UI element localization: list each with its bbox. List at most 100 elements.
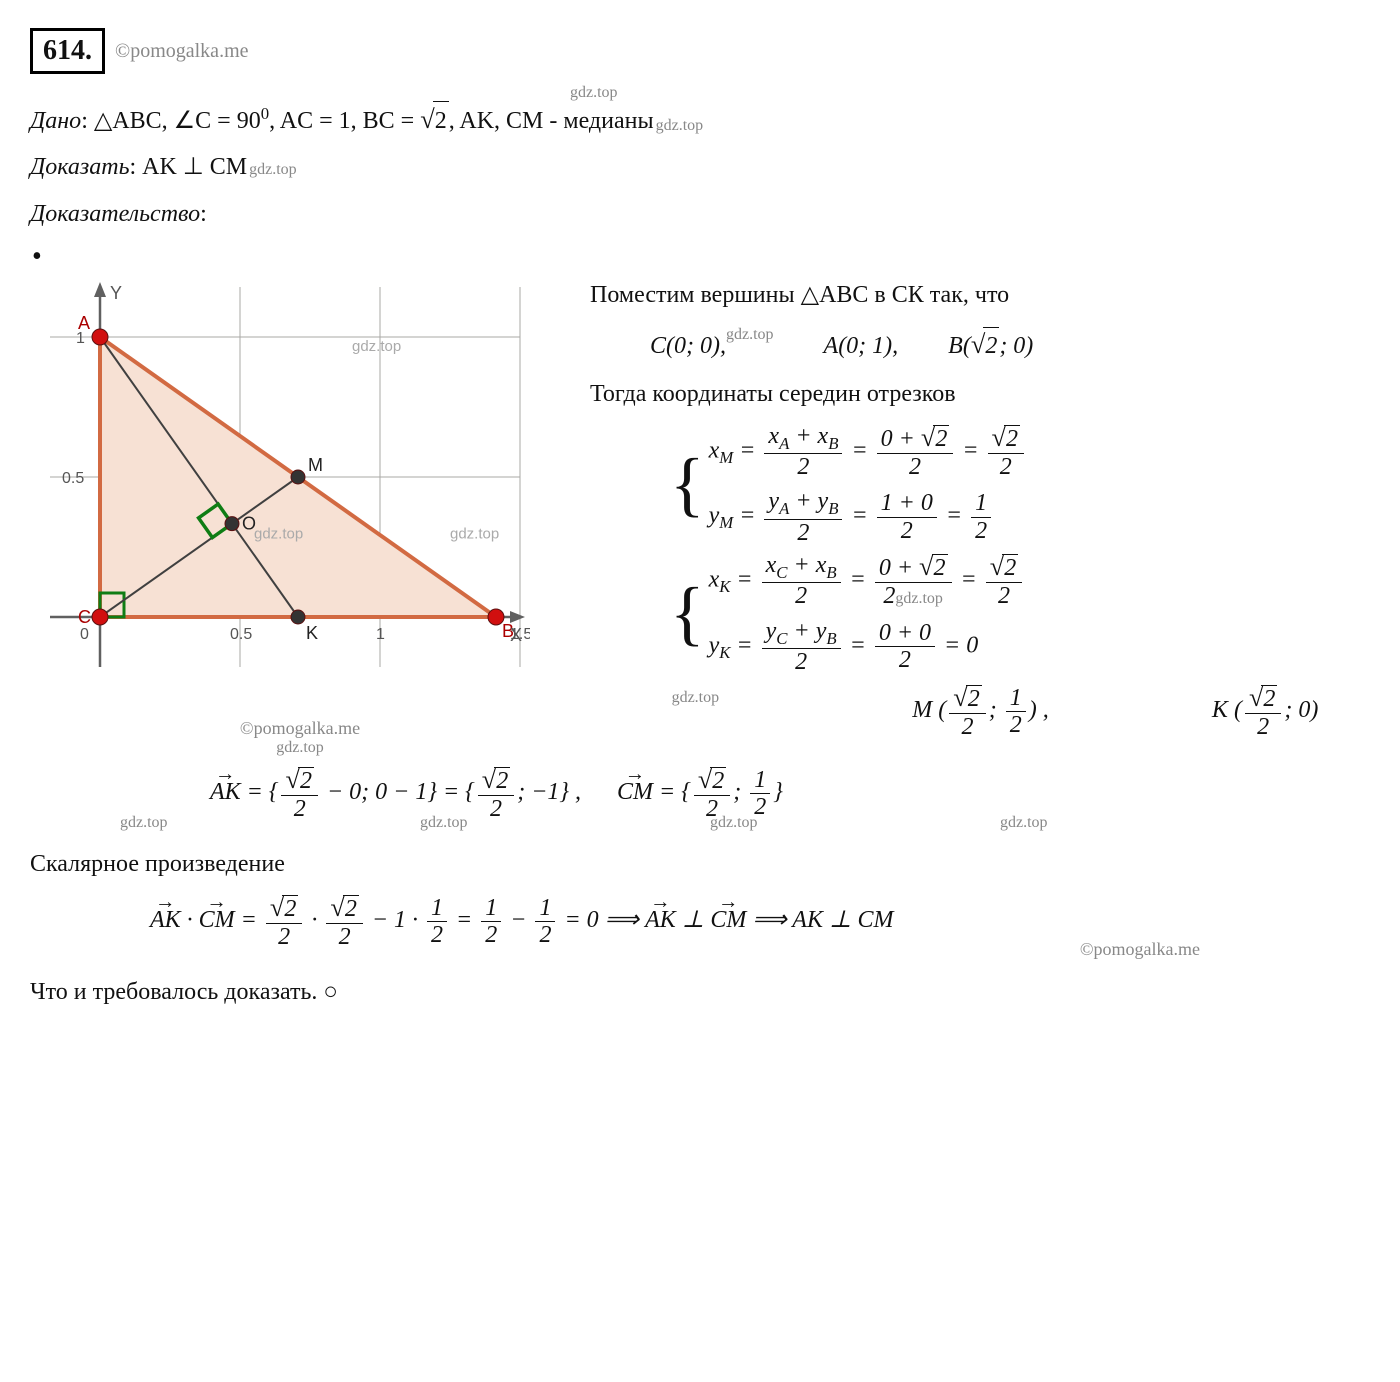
- xM-var: x: [709, 437, 720, 463]
- proof-colon: :: [200, 201, 207, 227]
- svg-text:0.5: 0.5: [62, 470, 84, 487]
- vector-CM: CM: [617, 774, 653, 811]
- M-label: M: [912, 697, 932, 723]
- two: 2: [883, 583, 895, 609]
- M-sub: M: [719, 514, 733, 533]
- coord-B-pre: B(: [948, 333, 971, 359]
- semi: ;: [989, 697, 1003, 723]
- B-sub: B: [828, 434, 838, 453]
- coord-C: C(0; 0),: [650, 333, 726, 359]
- one: 1: [481, 895, 501, 922]
- eq: =: [850, 566, 872, 592]
- two: 2: [274, 924, 294, 950]
- y: y: [818, 488, 829, 514]
- B-sub: B: [826, 563, 836, 582]
- given-body-2: , AC = 1, BC =: [269, 108, 420, 134]
- prove-line: Доказать: AK ⊥ CMgdz.top: [30, 148, 1370, 186]
- watermark-text: gdz.top: [1000, 811, 1048, 836]
- svg-text:0: 0: [80, 626, 89, 643]
- given-line: Дано: △ABC, ∠C = 900, AC = 1, BC = 2, AK…: [30, 98, 1370, 140]
- watermark-text: gdz.top: [895, 590, 943, 607]
- two: 2: [1006, 712, 1026, 738]
- dot-product-equation: AK · CM = 22 · 22 − 1 · 12 = 12 − 12 = 0…: [150, 893, 1370, 950]
- two: 2: [335, 924, 355, 950]
- minus0: − 0; 0 − 1: [321, 779, 427, 805]
- B-sub: B: [828, 499, 838, 518]
- watermark-text: gdz.top: [249, 161, 297, 178]
- M-sub: M: [719, 448, 733, 467]
- K-sub: K: [719, 577, 730, 596]
- sqrt2: 2: [1261, 685, 1277, 712]
- one: 1: [971, 490, 991, 517]
- C-sub: C: [776, 629, 787, 648]
- given-label: Дано: [30, 108, 81, 134]
- coord-B: B(2; 0): [948, 324, 1033, 365]
- xM-equation: xM = xA + xB2 = 0 + 22 = 22: [709, 423, 1027, 481]
- sqrt2: 2: [710, 767, 726, 794]
- MK-coords-row: gdz.top M (22; 12) , K (22; 0): [650, 683, 1370, 740]
- x: x: [768, 423, 779, 449]
- yM-equation: yM = yA + yB2 = 1 + 02 = 12: [709, 488, 1027, 546]
- num: 1 + 0: [877, 490, 937, 517]
- M-midpoint-block: { xM = xA + xB2 = 0 + 22 = 22 yM = yA + …: [670, 423, 1370, 546]
- minus: − 1 ·: [366, 907, 424, 933]
- one: 1: [750, 767, 770, 794]
- svg-text:1: 1: [376, 626, 385, 643]
- eq: =: [450, 907, 478, 933]
- copyright-top: ©pomogalka.me: [115, 40, 249, 63]
- zero: 0: [1298, 697, 1310, 723]
- implies: ⟹: [605, 907, 645, 933]
- two: 2: [793, 454, 813, 480]
- one: 1: [1006, 685, 1026, 712]
- vector-AK: AK: [210, 774, 241, 811]
- copyright-text: ©pomogalka.me: [1080, 936, 1200, 964]
- triangle-diagram: ABCMKOYX00.511.50.51gdz.topgdz.topgdz.to…: [30, 277, 570, 714]
- two: 2: [905, 454, 925, 480]
- two: 2: [535, 922, 555, 948]
- watermark-text: gdz.top: [726, 326, 774, 343]
- yM-var: y: [709, 503, 720, 529]
- x: x: [816, 552, 827, 578]
- y: y: [766, 618, 777, 644]
- perp: ⊥: [676, 907, 711, 933]
- svg-text:0.5: 0.5: [230, 626, 252, 643]
- watermark-text: gdz.top: [30, 739, 570, 757]
- sqrt2: 2: [932, 554, 948, 581]
- prove-label: Доказать: [30, 154, 130, 180]
- eq: =: [851, 437, 873, 463]
- K-label: K: [1212, 697, 1228, 723]
- vector-AK: AK: [150, 902, 181, 939]
- svg-text:gdz.top: gdz.top: [450, 526, 499, 543]
- two: 2: [1253, 714, 1273, 740]
- vector-CM: CM: [199, 902, 235, 939]
- text-column: Поместим вершины △ABC в СК так, что C(0;…: [590, 277, 1370, 752]
- watermark-text: gdz.top: [420, 811, 468, 836]
- plus: +: [789, 423, 817, 449]
- two: 2: [481, 922, 501, 948]
- two: 2: [897, 518, 917, 544]
- svg-text:gdz.top: gdz.top: [254, 526, 303, 543]
- problem-number-badge: 614.: [30, 28, 105, 74]
- x: x: [766, 552, 777, 578]
- sqrt2: 2: [343, 895, 359, 922]
- y: y: [816, 618, 827, 644]
- brace-icon: {: [670, 463, 705, 506]
- vector-CM: CM: [710, 902, 746, 939]
- prove-body: : AK ⊥ CM: [130, 154, 248, 180]
- copyright-diagram: ©pomogalka.me: [30, 718, 570, 739]
- diagram-svg: ABCMKOYX00.511.50.51gdz.topgdz.topgdz.to…: [30, 277, 530, 707]
- eq: =: [850, 632, 872, 658]
- two: 2: [791, 583, 811, 609]
- watermark-text: gdz.top: [120, 811, 168, 836]
- coord-A: A(0; 1),: [824, 328, 899, 365]
- one: 1: [535, 895, 555, 922]
- svg-text:K: K: [306, 623, 318, 643]
- given-degree: 0: [261, 104, 269, 123]
- plus: +: [789, 488, 817, 514]
- content-row: ABCMKOYX00.511.50.51gdz.topgdz.topgdz.to…: [30, 277, 1370, 757]
- sqrt2-icon: 2: [420, 98, 448, 140]
- eq: =: [962, 437, 984, 463]
- eq: =: [730, 632, 758, 658]
- two: 2: [290, 796, 310, 822]
- watermark-text: gdz.top: [672, 689, 720, 746]
